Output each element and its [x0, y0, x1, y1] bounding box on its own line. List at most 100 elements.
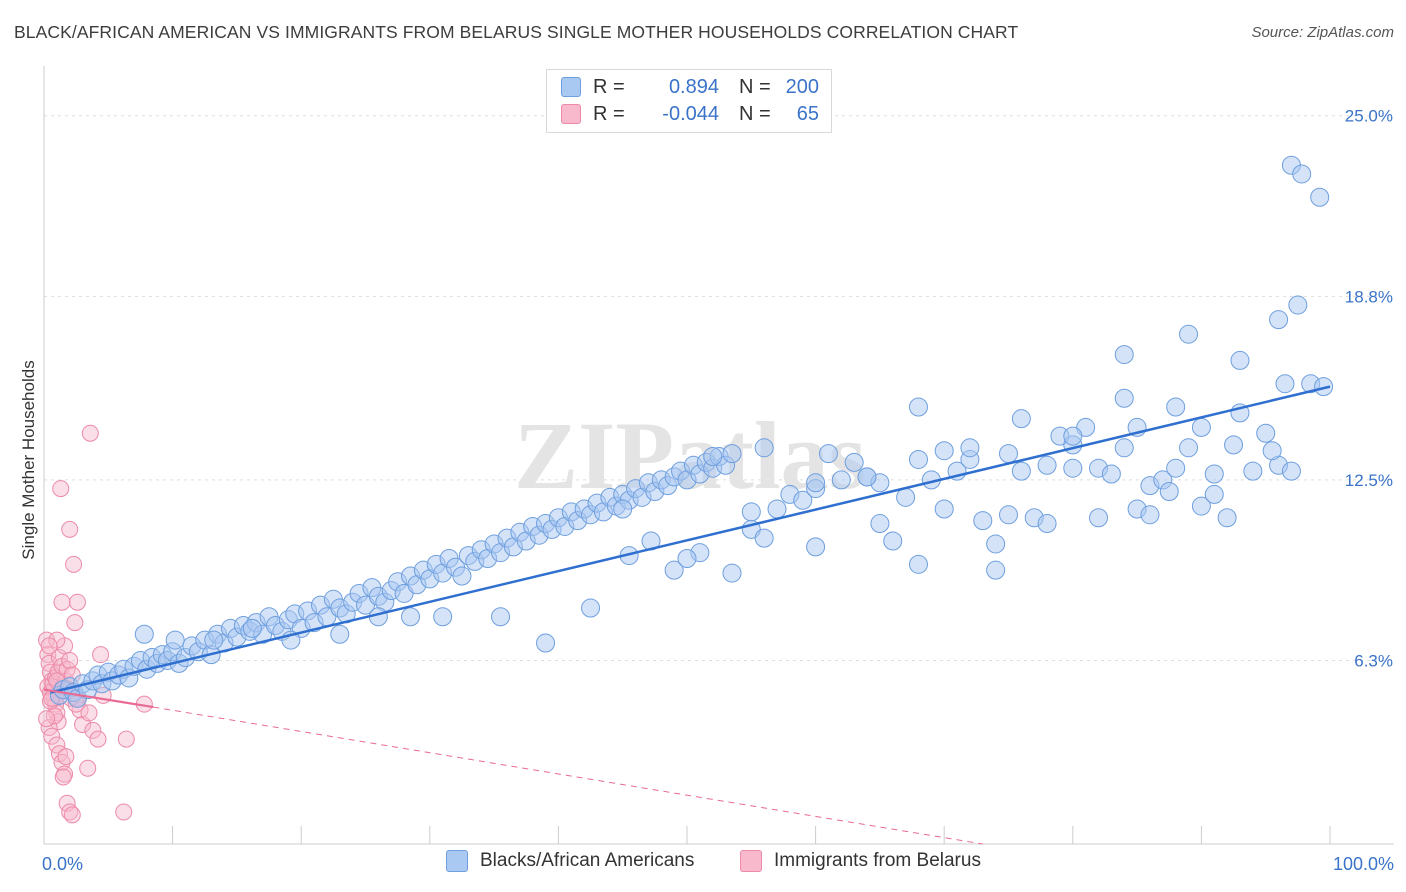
black-point	[165, 630, 185, 650]
bottom-legend-label: Immigrants from Belarus	[774, 850, 981, 871]
chart-title: BLACK/AFRICAN AMERICAN VS IMMIGRANTS FRO…	[14, 22, 1019, 42]
black-point	[1037, 514, 1057, 534]
black-point	[1204, 464, 1224, 484]
black-point	[1037, 455, 1057, 475]
black-point	[1114, 388, 1134, 408]
black-point	[857, 467, 877, 487]
belarus-trend-extension	[153, 706, 983, 845]
black-point	[1166, 458, 1186, 478]
black-point	[908, 449, 928, 469]
legend-n-label: N =	[739, 102, 771, 125]
trend-lines	[43, 385, 1331, 845]
belarus-point	[80, 704, 98, 722]
black-point	[754, 528, 774, 548]
y-axis-label: Single Mother Households	[19, 360, 38, 560]
belarus-point	[61, 520, 79, 538]
x-tick-label-max: 100.0%	[1333, 854, 1394, 874]
black-point	[1114, 345, 1134, 365]
black-point	[806, 537, 826, 557]
black-point	[1101, 464, 1121, 484]
legend-r-value: -0.044	[662, 102, 719, 125]
black-point	[1243, 461, 1263, 481]
black-point	[452, 566, 472, 586]
black-point	[1204, 484, 1224, 504]
x-tick-label-min: 0.0%	[42, 854, 83, 874]
y-tick-label: 18.8%	[1345, 287, 1393, 306]
belarus-trend-line	[43, 688, 154, 709]
black-point	[973, 511, 993, 531]
black-point	[999, 505, 1018, 525]
legend-row-black: R = 0.894 N = 200	[561, 75, 819, 99]
black-point	[908, 397, 928, 417]
black-point	[1224, 435, 1244, 455]
belarus-point	[63, 806, 81, 824]
black-point	[242, 618, 262, 638]
black-point	[1314, 377, 1334, 397]
black-point	[870, 514, 890, 534]
black-point	[1191, 417, 1211, 437]
correlation-legend: R = 0.894 N = 200 R = -0.044 N = 65	[546, 69, 832, 133]
black-point	[1191, 496, 1211, 516]
x-tick-labels: 0.0% 100.0%	[42, 854, 1394, 874]
black-point	[613, 499, 633, 519]
y-tick-label: 6.3%	[1354, 651, 1393, 670]
belarus-point	[117, 730, 135, 748]
black-point	[1262, 441, 1282, 461]
black-point	[1275, 374, 1295, 394]
source-label: Source: ZipAtlas.com	[1251, 24, 1394, 41]
belarus-point	[43, 727, 61, 745]
black-point	[934, 441, 954, 461]
legend-n-value: 200	[785, 75, 819, 98]
belarus-point	[53, 593, 71, 611]
black-point	[1179, 438, 1199, 458]
black-point	[433, 607, 453, 627]
legend-r-value: 0.894	[668, 75, 719, 98]
black-point	[986, 560, 1006, 580]
belarus-point	[115, 803, 133, 821]
black-point	[134, 624, 154, 644]
legend-swatch-blue	[561, 77, 581, 97]
bottom-legend-belarus: Immigrants from Belarus	[740, 850, 981, 872]
black-point	[1217, 508, 1237, 528]
black-point	[401, 607, 421, 627]
legend-n-label: N =	[739, 75, 771, 98]
black-point	[703, 447, 723, 467]
black-point	[664, 560, 684, 580]
black-point	[1230, 350, 1250, 370]
black-point	[1292, 164, 1312, 184]
legend-r-label: R =	[593, 75, 625, 98]
bottom-swatch-pink	[740, 850, 762, 872]
black-point	[1114, 438, 1134, 458]
black-point	[986, 534, 1006, 554]
belarus-point	[79, 759, 97, 777]
black-point	[1166, 397, 1186, 417]
belarus-point	[68, 593, 86, 611]
black-point	[1063, 458, 1083, 478]
black-point	[818, 444, 838, 464]
belarus-point	[84, 721, 102, 739]
black-point	[1011, 409, 1031, 429]
legend-n-value: 65	[796, 102, 819, 125]
black-point	[1089, 508, 1109, 528]
belarus-point	[54, 768, 72, 786]
black-point	[960, 438, 980, 458]
black-point	[1011, 461, 1031, 481]
black-point	[204, 630, 224, 650]
black-point	[831, 470, 851, 490]
black-point	[330, 624, 350, 644]
bottom-legend-label: Blacks/African Americans	[480, 850, 695, 871]
black-point	[999, 444, 1018, 464]
black-point	[491, 607, 511, 627]
axes	[43, 66, 1394, 845]
black-point	[677, 549, 697, 569]
black-point	[1256, 423, 1276, 443]
y-tick-label: 25.0%	[1345, 107, 1393, 126]
black-point	[896, 487, 916, 507]
legend-row-belarus: R = -0.044 N = 65	[561, 102, 819, 126]
belarus-point	[81, 424, 99, 442]
black-point	[722, 444, 742, 464]
belarus-point	[40, 637, 58, 655]
series-black-points	[49, 155, 1334, 708]
black-point	[806, 473, 826, 493]
